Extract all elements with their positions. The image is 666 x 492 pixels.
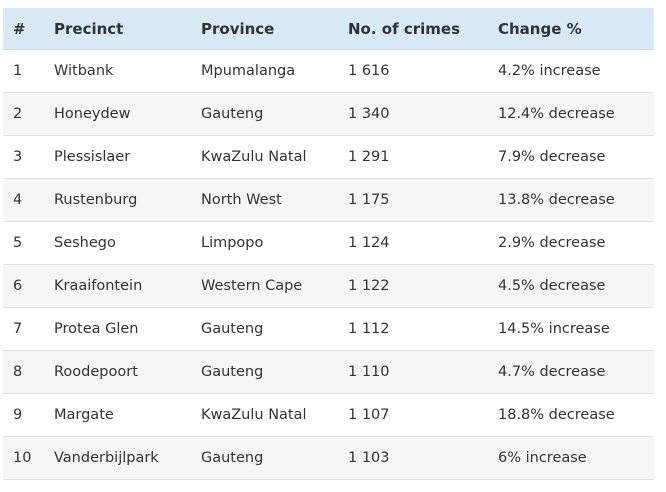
- cell-crime-count: 1 110: [348, 350, 498, 394]
- header-precinct: Precinct: [54, 8, 201, 50]
- cell-crime-count: 1 291: [348, 135, 498, 179]
- cell-province: KwaZulu Natal: [201, 393, 348, 437]
- cell-crime-count: 1 340: [348, 92, 498, 136]
- cell-province: Mpumalanga: [201, 49, 348, 93]
- cell-crime-count: 1 107: [348, 393, 498, 437]
- cell-precinct: Honeydew: [54, 92, 201, 136]
- cell-precinct: Plessislaer: [54, 135, 201, 179]
- cell-rank: 8: [3, 350, 54, 394]
- cell-province: Gauteng: [201, 436, 348, 480]
- cell-rank: 10: [3, 436, 54, 480]
- cell-rank: 3: [3, 135, 54, 179]
- cell-province: Gauteng: [201, 350, 348, 394]
- table-row: 6 Kraaifontein Western Cape 1 122 4.5% d…: [3, 264, 654, 308]
- cell-change-percent: 13.8% decrease: [498, 178, 654, 222]
- cell-precinct: Rustenburg: [54, 178, 201, 222]
- table-header-row: # Precinct Province No. of crimes Change…: [3, 8, 654, 50]
- table-row: 9 Margate KwaZulu Natal 1 107 18.8% decr…: [3, 393, 654, 437]
- cell-precinct: Protea Glen: [54, 307, 201, 351]
- cell-precinct: Seshego: [54, 221, 201, 265]
- crime-precinct-table: # Precinct Province No. of crimes Change…: [3, 8, 654, 480]
- cell-change-percent: 4.7% decrease: [498, 350, 654, 394]
- table-row: 3 Plessislaer KwaZulu Natal 1 291 7.9% d…: [3, 135, 654, 179]
- cell-change-percent: 18.8% decrease: [498, 393, 654, 437]
- cell-change-percent: 14.5% increase: [498, 307, 654, 351]
- cell-crime-count: 1 112: [348, 307, 498, 351]
- cell-rank: 1: [3, 49, 54, 93]
- table-row: 10 Vanderbijlpark Gauteng 1 103 6% incre…: [3, 436, 654, 480]
- cell-province: Gauteng: [201, 307, 348, 351]
- cell-change-percent: 6% increase: [498, 436, 654, 480]
- cell-rank: 6: [3, 264, 54, 308]
- cell-crime-count: 1 175: [348, 178, 498, 222]
- cell-rank: 5: [3, 221, 54, 265]
- cell-province: Limpopo: [201, 221, 348, 265]
- table-row: 8 Roodepoort Gauteng 1 110 4.7% decrease: [3, 350, 654, 394]
- cell-precinct: Roodepoort: [54, 350, 201, 394]
- cell-precinct: Witbank: [54, 49, 201, 93]
- header-rank: #: [3, 8, 54, 50]
- cell-crime-count: 1 103: [348, 436, 498, 480]
- cell-crime-count: 1 122: [348, 264, 498, 308]
- header-province: Province: [201, 8, 348, 50]
- cell-rank: 2: [3, 92, 54, 136]
- cell-province: North West: [201, 178, 348, 222]
- cell-province: KwaZulu Natal: [201, 135, 348, 179]
- cell-crime-count: 1 124: [348, 221, 498, 265]
- cell-crime-count: 1 616: [348, 49, 498, 93]
- table-row: 4 Rustenburg North West 1 175 13.8% decr…: [3, 178, 654, 222]
- header-crime-count: No. of crimes: [348, 8, 498, 50]
- cell-change-percent: 2.9% decrease: [498, 221, 654, 265]
- crime-table-container: # Precinct Province No. of crimes Change…: [3, 8, 654, 480]
- table-row: 7 Protea Glen Gauteng 1 112 14.5% increa…: [3, 307, 654, 351]
- cell-change-percent: 4.5% decrease: [498, 264, 654, 308]
- cell-precinct: Vanderbijlpark: [54, 436, 201, 480]
- cell-precinct: Kraaifontein: [54, 264, 201, 308]
- cell-precinct: Margate: [54, 393, 201, 437]
- cell-change-percent: 4.2% increase: [498, 49, 654, 93]
- cell-rank: 9: [3, 393, 54, 437]
- cell-change-percent: 12.4% decrease: [498, 92, 654, 136]
- table-row: 5 Seshego Limpopo 1 124 2.9% decrease: [3, 221, 654, 265]
- header-change-percent: Change %: [498, 8, 654, 50]
- cell-rank: 7: [3, 307, 54, 351]
- cell-rank: 4: [3, 178, 54, 222]
- table-row: 1 Witbank Mpumalanga 1 616 4.2% increase: [3, 49, 654, 93]
- cell-province: Western Cape: [201, 264, 348, 308]
- table-row: 2 Honeydew Gauteng 1 340 12.4% decrease: [3, 92, 654, 136]
- cell-change-percent: 7.9% decrease: [498, 135, 654, 179]
- cell-province: Gauteng: [201, 92, 348, 136]
